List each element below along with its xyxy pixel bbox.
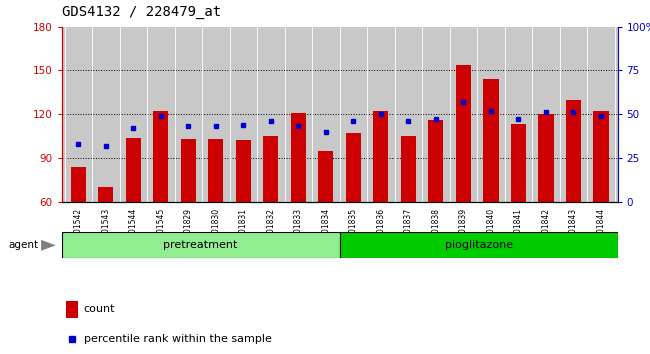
Bar (62, 232, 339, 258)
Bar (593, 111, 608, 202)
Bar (428, 120, 443, 202)
Polygon shape (41, 240, 56, 251)
Bar (98, 187, 113, 202)
Text: GDS4132 / 228479_at: GDS4132 / 228479_at (62, 5, 221, 19)
Bar (318, 151, 333, 202)
Text: percentile rank within the sample: percentile rank within the sample (84, 334, 272, 344)
Text: pioglitazone: pioglitazone (445, 240, 513, 250)
Bar (566, 99, 581, 202)
Bar (291, 113, 306, 202)
Bar (511, 124, 526, 202)
Bar (153, 111, 168, 202)
Bar (456, 64, 471, 202)
Text: pretreatment: pretreatment (164, 240, 238, 250)
Bar (263, 136, 278, 202)
Bar (71, 167, 86, 202)
Bar (346, 133, 361, 202)
Bar (125, 137, 141, 202)
Bar (236, 141, 251, 202)
Text: agent: agent (8, 240, 38, 250)
Bar (401, 136, 416, 202)
Bar (538, 114, 554, 202)
Bar (373, 111, 389, 202)
Bar (339, 232, 618, 258)
Bar (181, 139, 196, 202)
Bar (484, 79, 499, 202)
Text: count: count (84, 304, 115, 314)
Bar (208, 139, 224, 202)
Bar (66, 301, 78, 318)
